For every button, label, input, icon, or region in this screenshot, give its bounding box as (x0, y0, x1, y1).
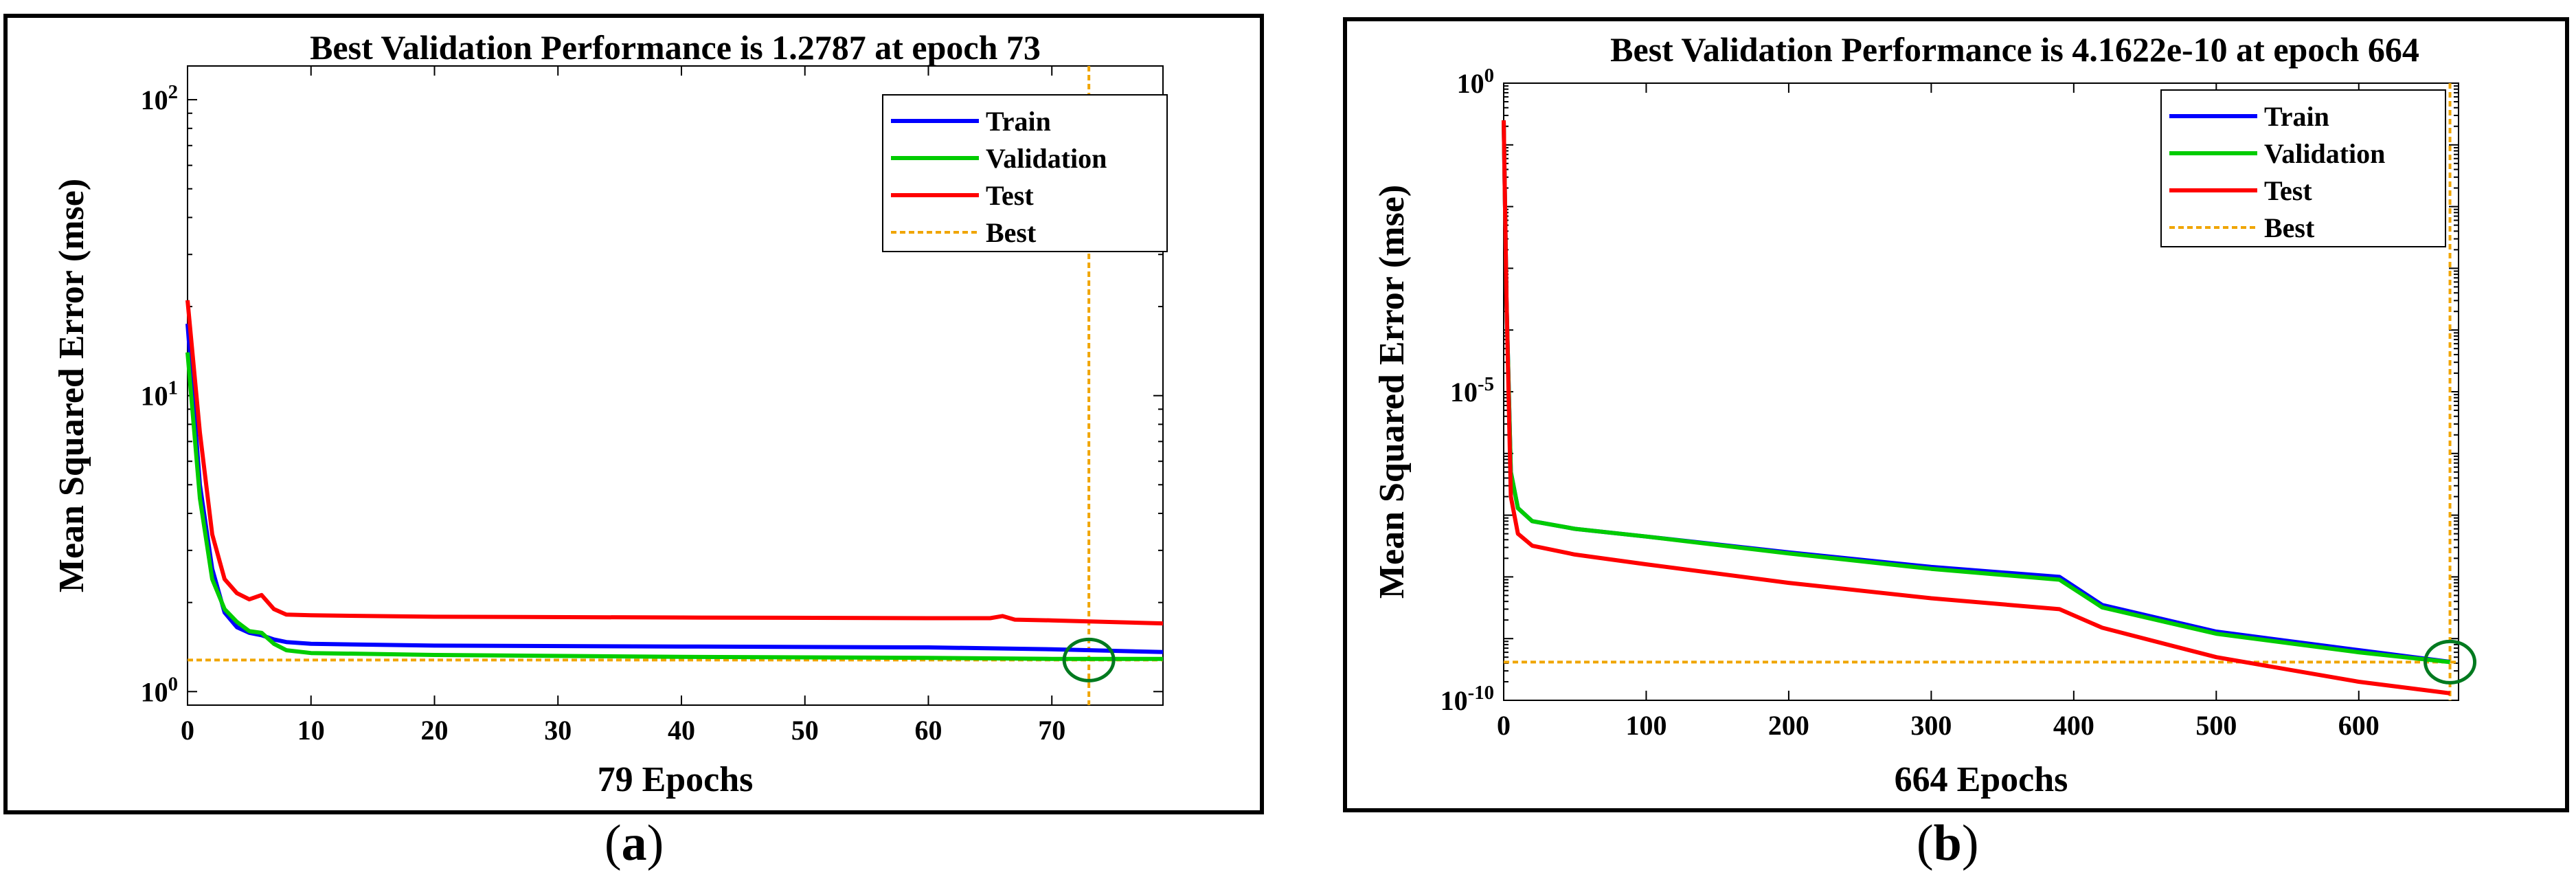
x-tick-label: 200 (1768, 710, 1809, 741)
series-line-test (185, 300, 1164, 626)
chart-panel-b: 0 100 200 300 400 500 600 10-10 10-5 100 Train Vali… (1343, 17, 2569, 812)
series-line-validation (185, 352, 1163, 661)
x-tick-label: 0 (1497, 710, 1511, 741)
x-tick-label: 600 (2338, 710, 2380, 741)
legend-label-train: Train (2264, 101, 2329, 132)
y-tick-label: 100 (1457, 65, 1494, 99)
chart-a: 0 10 20 30 40 50 60 70 100 101 102 Train Validation T… (52, 28, 1168, 799)
y-tick-label: 100 (141, 673, 178, 707)
y-tick-label: 10-10 (1440, 682, 1494, 716)
series-line-test (1502, 120, 2450, 696)
x-tick-label: 20 (420, 715, 448, 746)
x-tick-label: 30 (544, 715, 572, 746)
legend-label-train: Train (986, 106, 1051, 137)
y-tick-label: 102 (141, 81, 178, 115)
legend-label-test: Test (986, 180, 1034, 211)
chart-title: Best Validation Performance is 4.1622e-1… (1610, 30, 2419, 69)
x-tick-label: 50 (791, 715, 819, 746)
legend-label-best: Best (2264, 212, 2315, 243)
x-axis-label: 664 Epochs (1895, 760, 2068, 799)
chart-b: 0 100 200 300 400 500 600 10-10 10-5 100 Train Vali… (1372, 30, 2477, 799)
y-axis-label: Mean Squared Error (mse) (52, 179, 91, 592)
x-axis-label: 79 Epochs (598, 760, 754, 799)
x-tick-label: 500 (2195, 710, 2237, 741)
y-axis-label: Mean Squared Error (mse) (1372, 185, 1412, 599)
best-marker-circle (2424, 639, 2477, 685)
x-tick-label: 0 (181, 715, 194, 746)
legend-label-validation: Validation (2264, 138, 2385, 169)
y-tick-label: 101 (141, 377, 178, 412)
legend-label-validation: Validation (986, 143, 1107, 174)
legend-label-best: Best (986, 217, 1037, 248)
legend-label-test: Test (2264, 175, 2312, 206)
x-tick-label: 300 (1910, 710, 1952, 741)
x-tick-label: 70 (1038, 715, 1065, 746)
caption-a: (a) (605, 815, 664, 871)
x-tick-label: 60 (914, 715, 942, 746)
caption-b: (b) (1917, 815, 1979, 871)
series-line-train (185, 323, 1164, 654)
x-tick-label: 40 (668, 715, 695, 746)
x-tick-label: 10 (297, 715, 325, 746)
y-tick-label: 10-5 (1450, 373, 1494, 408)
chart-panel-a: 0 10 20 30 40 50 60 70 100 101 102 Train Validation T… (3, 14, 1264, 814)
chart-title: Best Validation Performance is 1.2787 at… (310, 28, 1041, 67)
best-marker-circle (1062, 637, 1116, 682)
x-tick-label: 100 (1625, 710, 1667, 741)
x-tick-label: 400 (2053, 710, 2094, 741)
